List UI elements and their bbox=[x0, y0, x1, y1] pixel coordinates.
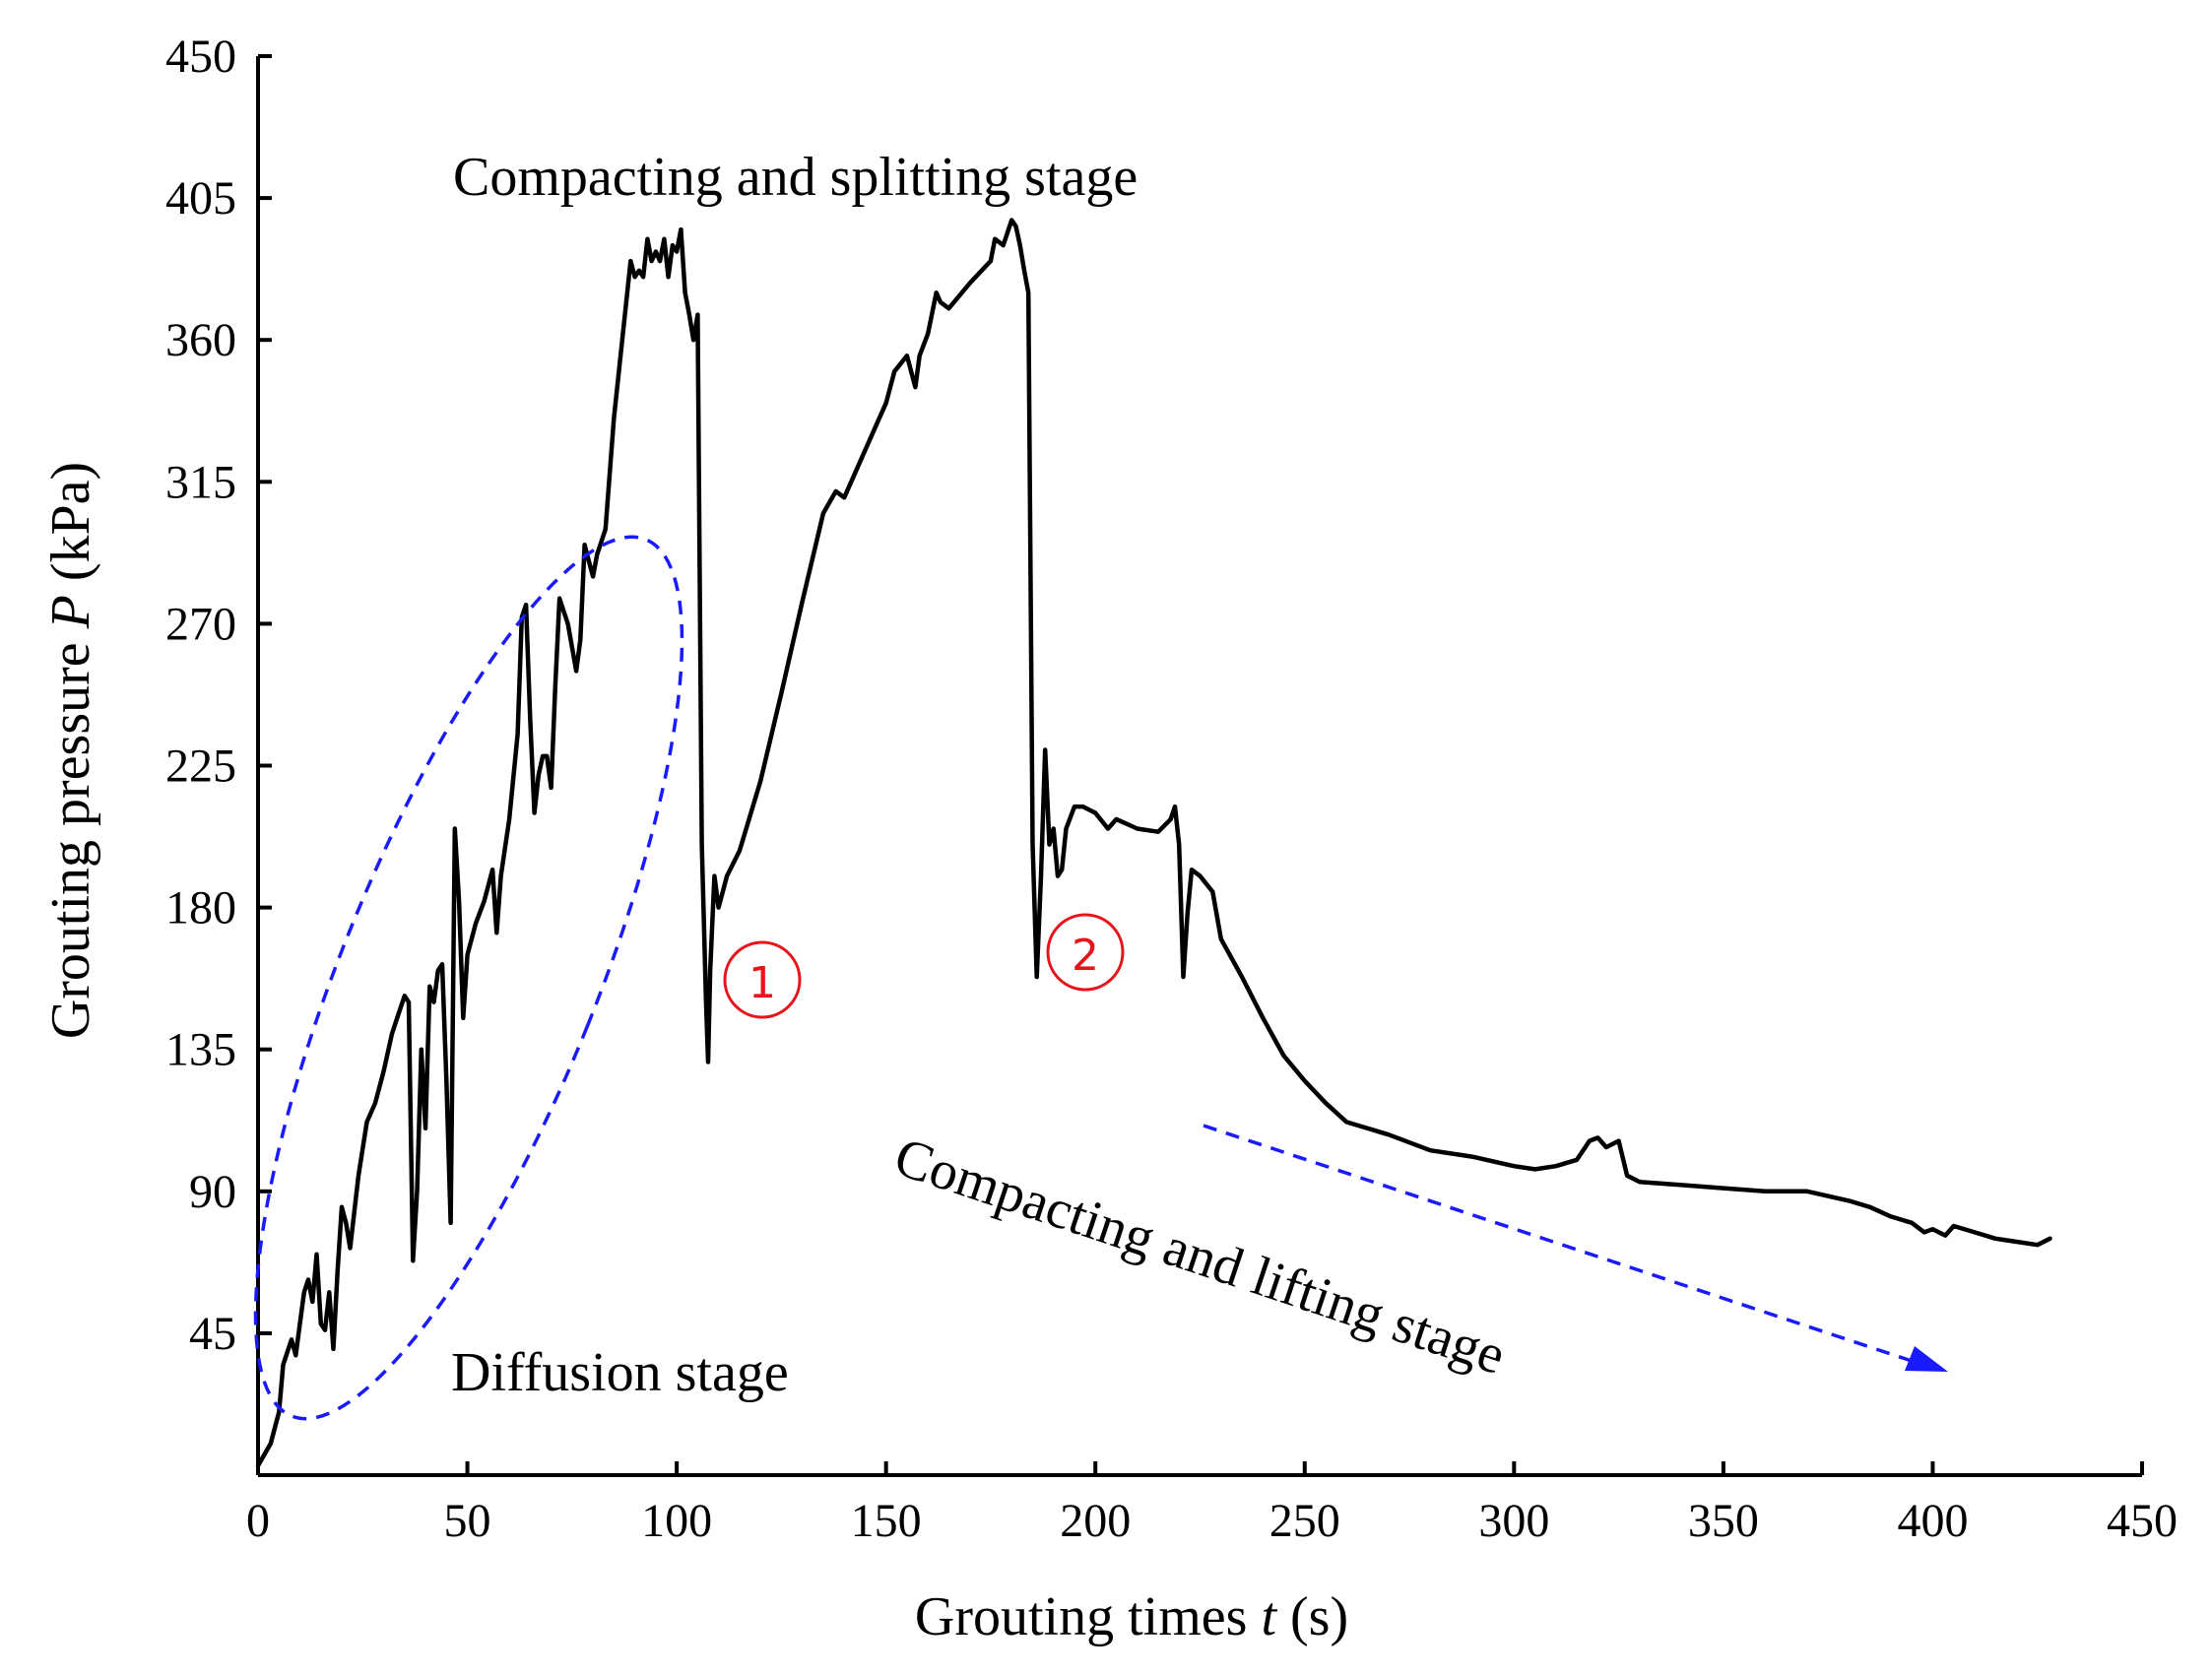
annotation-compacting-splitting: Compacting and splitting stage bbox=[453, 147, 1138, 208]
x-tick-label: 150 bbox=[851, 1495, 922, 1547]
marker-1-circle bbox=[723, 940, 802, 1019]
marker-1-label: 1 bbox=[748, 958, 776, 1008]
x-tick-label: 100 bbox=[641, 1495, 712, 1547]
x-tick-label: 200 bbox=[1060, 1495, 1131, 1547]
tick-labels: 0 50 100 150 200 250 300 350 400 450 45 90 135 180 225… bbox=[165, 31, 2178, 1547]
series-line-grouting-pressure bbox=[255, 218, 2052, 1468]
y-tick-label: 360 bbox=[165, 314, 236, 366]
y-tick-label: 315 bbox=[165, 456, 236, 508]
ticks bbox=[256, 54, 2144, 1475]
y-axis-title: Grouting pressure P (kPa) bbox=[40, 462, 101, 1039]
x-tick-label: 400 bbox=[1897, 1495, 1968, 1547]
y-tick-label: 450 bbox=[165, 31, 236, 83]
x-tick-label: 450 bbox=[2107, 1495, 2178, 1547]
y-tick-label: 90 bbox=[189, 1166, 236, 1218]
diffusion-stage-ellipse bbox=[253, 535, 684, 1421]
y-tick-label: 405 bbox=[165, 172, 236, 225]
x-tick-label: 250 bbox=[1269, 1495, 1340, 1547]
x-tick-label: 50 bbox=[444, 1495, 491, 1547]
y-tick-label: 180 bbox=[165, 882, 236, 935]
y-tick-label: 225 bbox=[165, 741, 236, 793]
y-tick-label: 270 bbox=[165, 598, 236, 650]
annotation-diffusion: Diffusion stage bbox=[451, 1342, 789, 1403]
compacting-lifting-arrowhead bbox=[1905, 1346, 1948, 1372]
annotation-compacting-lifting: Compacting and lifting stage bbox=[887, 1127, 1513, 1387]
y-tick-label: 45 bbox=[189, 1308, 236, 1360]
marker-2-circle bbox=[1046, 913, 1125, 992]
y-tick-label: 135 bbox=[165, 1024, 236, 1076]
compacting-lifting-arrow bbox=[1203, 1124, 1921, 1366]
x-tick-label: 0 bbox=[246, 1495, 270, 1547]
x-axis-title: Grouting times t (s) bbox=[915, 1586, 1348, 1647]
marker-2-label: 2 bbox=[1072, 931, 1099, 981]
x-tick-label: 300 bbox=[1478, 1495, 1549, 1547]
x-tick-label: 350 bbox=[1688, 1495, 1759, 1547]
